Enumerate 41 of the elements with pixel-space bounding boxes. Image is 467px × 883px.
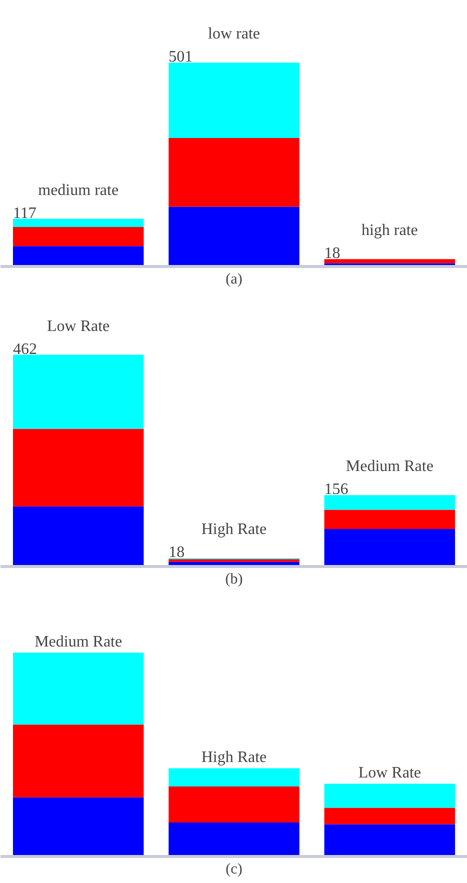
bar	[324, 824, 456, 856]
x-axis-title: (a)	[226, 272, 242, 288]
bar	[324, 495, 456, 510]
annotation: 156	[324, 481, 348, 498]
x-tick-label: low rate	[208, 26, 260, 43]
annotation: 462	[12, 340, 37, 358]
bar	[168, 62, 300, 138]
bar	[168, 559, 300, 562]
bar	[12, 506, 144, 566]
x-tick-label: high rate	[361, 222, 418, 240]
bar	[12, 218, 144, 227]
bar	[168, 786, 300, 822]
bar	[12, 652, 144, 725]
x-tick-label: medium rate	[38, 182, 119, 199]
annotation: 18	[168, 544, 185, 562]
bar	[12, 354, 144, 429]
bar	[168, 822, 300, 856]
bar	[324, 529, 456, 566]
x-tick-label: Medium Rate	[34, 634, 122, 651]
x-tick-label: Medium Rate	[346, 458, 434, 476]
bar	[168, 768, 300, 787]
bar	[324, 808, 456, 824]
bar	[12, 246, 144, 266]
x-axis-title: (b)	[225, 572, 243, 588]
bar	[12, 428, 144, 506]
x-tick-label: High Rate	[201, 749, 267, 766]
x-tick-label: Low Rate	[358, 764, 421, 782]
bar	[12, 797, 144, 856]
x-tick-label: High Rate	[201, 521, 267, 538]
bar	[324, 259, 456, 264]
bar	[12, 226, 144, 246]
bar	[168, 206, 300, 266]
annotation: 501	[168, 48, 193, 66]
annotation: 18	[324, 245, 340, 262]
bar	[168, 138, 300, 207]
annotation: 117	[12, 204, 36, 222]
x-tick-label: Low Rate	[47, 318, 110, 335]
x-axis-title: (c)	[226, 862, 242, 878]
bar	[324, 784, 456, 808]
bar	[324, 510, 456, 530]
bar	[12, 724, 144, 798]
